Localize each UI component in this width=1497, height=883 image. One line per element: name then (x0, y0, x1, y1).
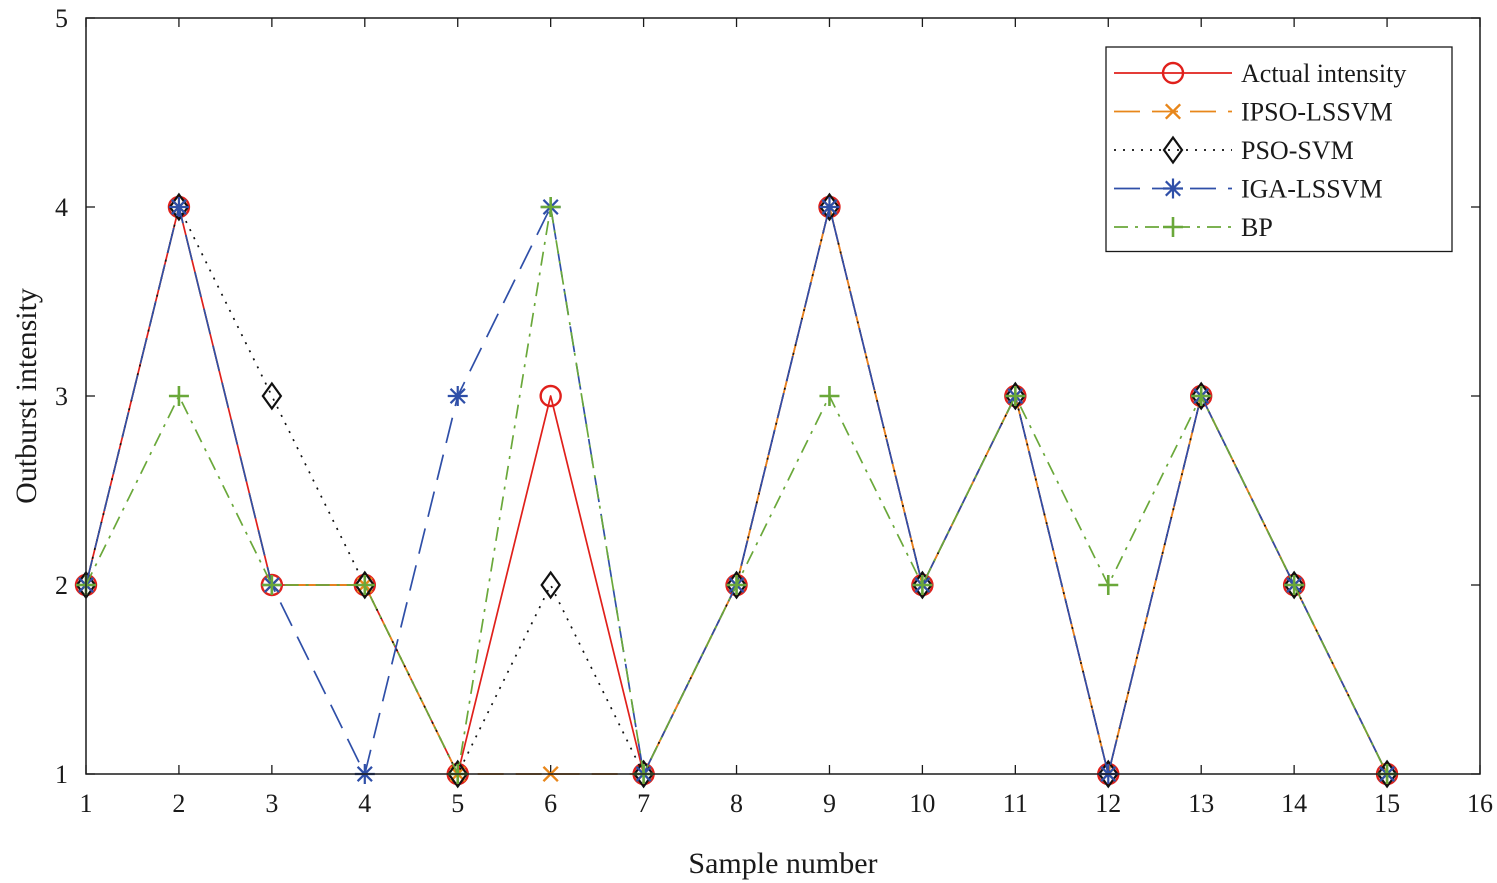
series-line-pso-svm (85, 206, 1388, 775)
y-tick-label: 5 (55, 4, 68, 33)
legend-marker-actual-intensity (1161, 61, 1185, 85)
x-tick-label: 11 (1003, 789, 1028, 818)
data-point-pso-svm (540, 570, 562, 600)
x-tick-label: 6 (544, 789, 557, 818)
x-tick-label: 2 (172, 789, 185, 818)
x-tick-label: 9 (823, 789, 836, 818)
x-tick-label: 5 (451, 789, 464, 818)
data-point-bp (1284, 575, 1305, 595)
x-tick-label: 14 (1281, 789, 1307, 818)
x-axis-label: Sample number (688, 847, 877, 880)
legend-marker-pso-svm (1162, 135, 1184, 165)
legend-marker-ipso-lssvm (1164, 103, 1182, 120)
data-point-iga-lssvm (168, 197, 189, 217)
data-point-bp (726, 575, 747, 595)
data-point-pso-svm (1376, 759, 1398, 789)
data-point-pso-svm (1283, 570, 1305, 600)
legend-item-pso-svm: PSO-SVM (1114, 135, 1354, 165)
y-tick-label: 4 (55, 193, 68, 222)
x-tick-label: 4 (358, 789, 371, 818)
x-tick-label: 13 (1188, 789, 1214, 818)
x-tick-label: 7 (637, 789, 650, 818)
legend-label-ipso-lssvm: IPSO-LSSVM (1241, 98, 1393, 127)
data-point-bp (261, 575, 282, 595)
x-tick-label: 10 (909, 789, 935, 818)
data-point-pso-svm (261, 381, 283, 411)
legend-marker-iga-lssvm (1163, 178, 1183, 199)
legend-item-actual-intensity: Actual intensity (1114, 59, 1406, 88)
legend-item-ipso-lssvm: IPSO-LSSVM (1114, 98, 1393, 127)
legend-label-pso-svm: PSO-SVM (1241, 136, 1354, 165)
x-tick-label: 12 (1095, 789, 1121, 818)
y-tick-label: 3 (55, 382, 68, 411)
data-point-actual-intensity (539, 384, 562, 408)
x-tick-label: 3 (265, 789, 278, 818)
data-point-bp (540, 197, 561, 217)
data-point-pso-svm (912, 570, 933, 600)
legend-label-actual-intensity: Actual intensity (1241, 59, 1406, 88)
legend-label-iga-lssvm: IGA-LSSVM (1241, 175, 1383, 204)
data-point-pso-svm (1190, 381, 1212, 411)
data-point-pso-svm (633, 759, 654, 789)
series-layer (74, 192, 1399, 789)
legend-label-bp: BP (1241, 213, 1273, 242)
x-tick-label: 8 (730, 789, 743, 818)
y-tick-label: 1 (55, 760, 68, 789)
x-tick-label: 16 (1467, 789, 1493, 818)
legend-marker-bp (1163, 217, 1183, 237)
legend: Actual intensity IPSO-LSSVM PSO-SVM IGA-LSS… (1105, 46, 1453, 253)
data-point-bp (1005, 386, 1026, 406)
data-point-bp (354, 575, 375, 595)
data-point-pso-svm (447, 759, 469, 789)
x-tick-label: 1 (80, 789, 93, 818)
data-point-pso-svm (168, 192, 190, 222)
data-point-pso-svm (354, 570, 376, 600)
data-point-bp (1191, 386, 1212, 406)
legend-item-bp: BP (1114, 213, 1273, 242)
data-point-pso-svm (819, 192, 840, 222)
x-tick-label: 15 (1374, 789, 1400, 818)
data-point-bp (912, 575, 933, 595)
data-point-pso-svm (726, 570, 747, 600)
series-line-ipso-lssvm (85, 206, 1388, 775)
data-point-bp (168, 386, 189, 406)
data-point-pso-svm (1097, 759, 1119, 789)
data-point-bp (1098, 575, 1119, 595)
series-line-bp (85, 206, 1388, 775)
series-line-iga-lssvm (85, 206, 1388, 775)
data-point-iga-lssvm (819, 197, 840, 217)
y-axis-label: Outburst intensity (10, 288, 43, 504)
legend-item-iga-lssvm: IGA-LSSVM (1114, 175, 1383, 204)
plot-frame (85, 17, 1481, 775)
data-point-bp (819, 386, 840, 406)
y-tick-label: 2 (55, 571, 68, 600)
data-point-iga-lssvm (447, 386, 468, 406)
data-point-pso-svm (1004, 381, 1026, 411)
series-line-actual-intensity (85, 206, 1388, 775)
